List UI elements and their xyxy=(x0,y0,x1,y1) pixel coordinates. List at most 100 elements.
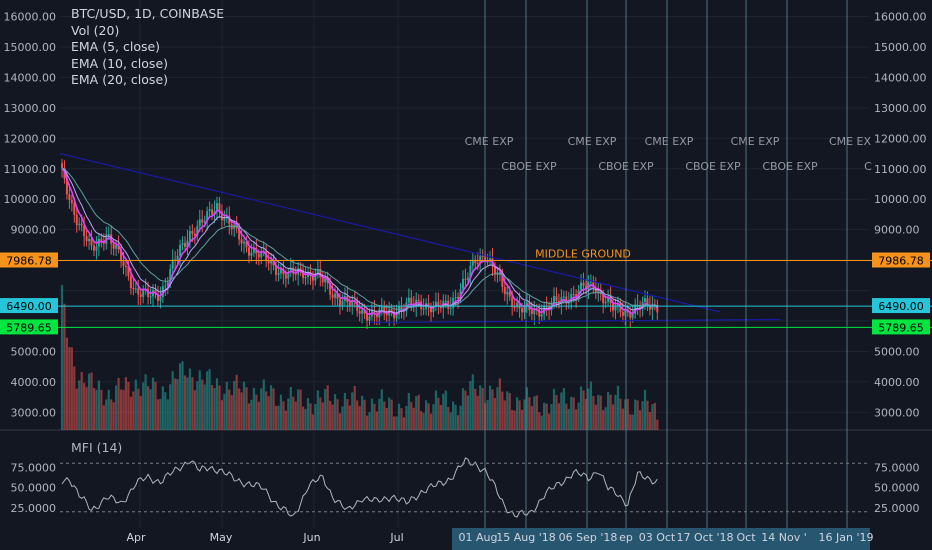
volume-bar xyxy=(476,395,479,430)
candle-body xyxy=(240,239,243,244)
volume-bar xyxy=(479,385,482,430)
candle-body xyxy=(651,304,654,310)
volume-bar xyxy=(464,390,467,430)
candle-body xyxy=(228,215,231,225)
candle-body xyxy=(152,290,155,297)
ema20-line xyxy=(61,167,658,310)
candle-body xyxy=(646,298,649,306)
candle-body xyxy=(137,288,140,295)
candle-body xyxy=(621,311,624,316)
volume-bar xyxy=(137,388,140,430)
candle-body xyxy=(518,302,521,309)
volume-bar xyxy=(80,371,83,430)
volume-bar xyxy=(582,390,585,430)
price-badge-text: 7986.78 xyxy=(878,255,924,268)
volume-bar xyxy=(90,372,93,430)
volume-bar xyxy=(361,395,364,430)
time-range-highlight xyxy=(452,528,870,550)
candle-body xyxy=(407,297,410,303)
volume-bar xyxy=(592,395,595,430)
volume-bar xyxy=(279,394,283,430)
volume-bar xyxy=(629,414,632,430)
volume-bar xyxy=(274,405,278,430)
volume-bar xyxy=(314,404,317,430)
volume-bar xyxy=(178,363,182,430)
candle-body xyxy=(124,265,127,267)
candle-body xyxy=(220,211,223,221)
time-tick: 17 Oct '18 xyxy=(676,531,733,544)
volume-bar xyxy=(518,400,521,430)
volume-bar xyxy=(100,389,103,430)
candle-body xyxy=(250,252,253,256)
candle-body xyxy=(511,296,514,308)
time-tick: 01 Aug xyxy=(459,531,498,544)
volume-bar xyxy=(210,385,214,430)
volume-bar xyxy=(284,410,287,430)
candle-body xyxy=(80,223,83,226)
volume-bar xyxy=(206,371,209,430)
candle-body xyxy=(299,268,302,271)
price-tick-right: 4000.00 xyxy=(874,376,920,389)
volume-bar xyxy=(417,394,420,430)
price-tick-right: 12000.00 xyxy=(874,132,927,145)
candle-body xyxy=(112,243,115,249)
candle-body xyxy=(358,311,361,314)
volume-bar xyxy=(459,405,462,430)
volume-bar xyxy=(422,413,425,430)
candle-body xyxy=(132,287,135,289)
volume-bar xyxy=(501,391,504,430)
volume-bar xyxy=(589,381,592,430)
candle-body xyxy=(481,255,484,257)
candle-body xyxy=(171,259,174,269)
volume-bar xyxy=(368,412,371,430)
volume-bar xyxy=(565,403,568,430)
candle-body xyxy=(73,203,76,215)
volume-bar xyxy=(619,398,622,430)
volume-bar xyxy=(520,409,524,430)
volume-bar xyxy=(225,381,228,430)
candle-body xyxy=(279,268,282,274)
candle-body xyxy=(233,224,236,229)
volume-bar xyxy=(432,404,435,430)
volume-bar xyxy=(260,388,263,430)
volume-bar xyxy=(112,402,115,430)
volume-bar xyxy=(110,399,113,430)
volume-bar xyxy=(186,377,189,430)
volume-bar xyxy=(201,379,204,430)
volume-bar xyxy=(439,405,442,430)
volume-bar xyxy=(97,380,100,430)
volume-bar xyxy=(452,401,455,430)
candle-body xyxy=(294,273,297,275)
volume-bar xyxy=(407,392,410,430)
candle-body xyxy=(506,291,509,295)
candle-body xyxy=(289,267,292,273)
volume-bar xyxy=(375,411,378,430)
candle-body xyxy=(614,305,617,311)
candle-body xyxy=(454,297,457,299)
candle-body xyxy=(90,238,93,246)
candle-body xyxy=(164,285,167,287)
price-tick-right: 5000.00 xyxy=(874,345,920,358)
volume-bar xyxy=(78,380,81,430)
volume-bar xyxy=(643,389,647,430)
volume-bar xyxy=(412,407,415,430)
volume-bar xyxy=(385,407,388,430)
volume-bar xyxy=(299,389,302,430)
volume-bar xyxy=(181,361,184,430)
volume-bar xyxy=(326,385,329,430)
volume-bar xyxy=(447,406,450,430)
candle-body xyxy=(604,301,607,304)
price-badge xyxy=(872,252,930,268)
volume-bar xyxy=(557,403,561,430)
volume-bar xyxy=(594,404,597,430)
candle-body xyxy=(639,305,642,310)
candle-body xyxy=(179,244,182,256)
candle-body xyxy=(430,307,432,313)
price-tick-left: 5000.00 xyxy=(11,345,57,358)
volume-bar xyxy=(70,347,73,430)
time-tick: May xyxy=(210,531,233,544)
volume-bar xyxy=(604,407,607,430)
candle-body xyxy=(68,194,71,200)
candle-body xyxy=(580,282,583,291)
